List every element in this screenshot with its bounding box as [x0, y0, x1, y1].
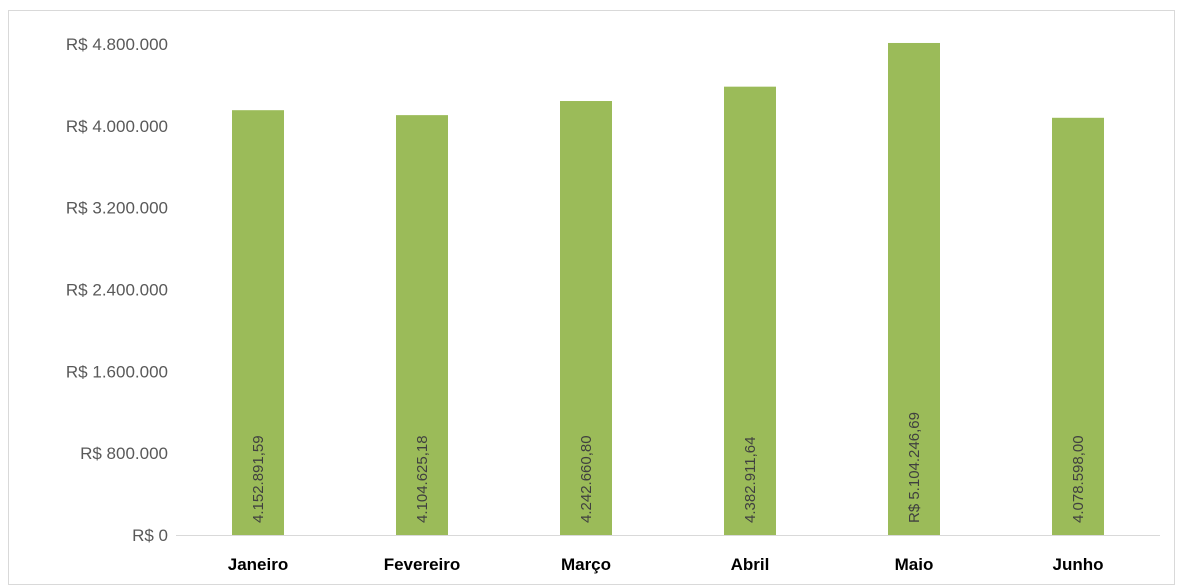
data-label: 4.382.911,64 [742, 437, 759, 523]
x-tick-label: Abril [731, 555, 770, 574]
bars [232, 42, 1104, 536]
data-labels: 4.152.891,59 4.104.625,18 4.242.660,80 4.38… [250, 412, 1087, 523]
x-tick-label: Fevereiro [384, 555, 461, 574]
y-tick-label: R$ 1.600.000 [66, 362, 168, 381]
data-label: 4.104.625,18 [414, 435, 431, 523]
x-axis-labels: Janeiro Fevereiro Março Abril Maio Junho [228, 555, 1104, 574]
y-tick-label: R$ 2.400.000 [66, 281, 168, 300]
x-tick-label: Maio [895, 555, 934, 574]
y-tick-label: R$ 800.000 [80, 444, 168, 463]
y-tick-label: R$ 4.000.000 [66, 117, 168, 136]
y-axis-ticks: R$ 0 R$ 800.000 R$ 1.600.000 R$ 2.400.000 R$… [66, 35, 168, 545]
x-tick-label: Janeiro [228, 555, 288, 574]
bar-janeiro [232, 110, 284, 536]
y-tick-label: R$ 3.200.000 [66, 199, 168, 218]
y-tick-label: R$ 4.800.000 [66, 35, 168, 54]
y-tick-label: R$ 0 [132, 526, 168, 545]
data-label: 4.078.598,00 [1070, 435, 1087, 523]
bar-mar-o [560, 101, 612, 535]
bar-abril [724, 86, 776, 535]
bar-maio [888, 42, 940, 536]
x-tick-label: Junho [1053, 555, 1104, 574]
data-label: 4.152.891,59 [250, 435, 267, 523]
bar-fevereiro [396, 115, 448, 536]
data-label: 4.242.660,80 [578, 435, 595, 523]
x-tick-label: Março [561, 555, 611, 574]
data-label: R$ 5.104.246,69 [906, 412, 923, 523]
bar-junho [1052, 117, 1104, 536]
